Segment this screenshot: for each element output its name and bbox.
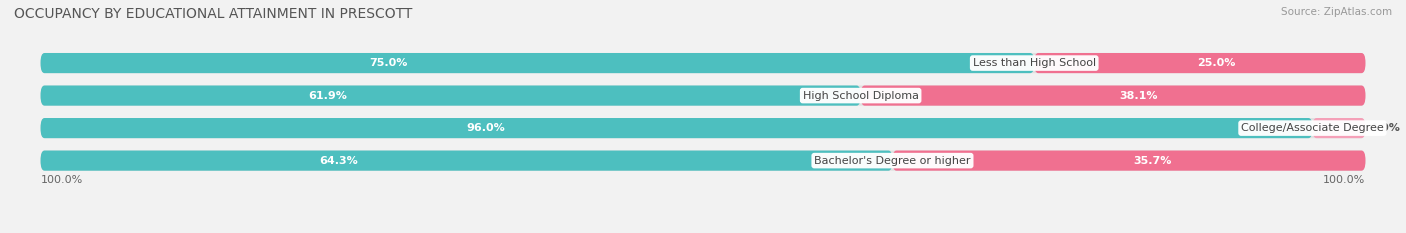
FancyBboxPatch shape	[893, 151, 1365, 171]
Text: 25.0%: 25.0%	[1197, 58, 1236, 68]
FancyBboxPatch shape	[41, 53, 1035, 73]
FancyBboxPatch shape	[41, 86, 1365, 106]
Text: College/Associate Degree: College/Associate Degree	[1241, 123, 1384, 133]
FancyBboxPatch shape	[41, 53, 1365, 73]
FancyBboxPatch shape	[1312, 118, 1365, 138]
Text: 75.0%: 75.0%	[370, 58, 408, 68]
Text: Source: ZipAtlas.com: Source: ZipAtlas.com	[1281, 7, 1392, 17]
FancyBboxPatch shape	[41, 118, 1312, 138]
Text: High School Diploma: High School Diploma	[803, 91, 918, 101]
Text: 100.0%: 100.0%	[1323, 175, 1365, 185]
Text: 38.1%: 38.1%	[1119, 91, 1157, 101]
Text: 64.3%: 64.3%	[319, 156, 359, 166]
Text: OCCUPANCY BY EDUCATIONAL ATTAINMENT IN PRESCOTT: OCCUPANCY BY EDUCATIONAL ATTAINMENT IN P…	[14, 7, 412, 21]
Text: 96.0%: 96.0%	[467, 123, 505, 133]
Text: 100.0%: 100.0%	[41, 175, 83, 185]
FancyBboxPatch shape	[41, 151, 893, 171]
Text: Bachelor's Degree or higher: Bachelor's Degree or higher	[814, 156, 970, 166]
FancyBboxPatch shape	[1035, 53, 1365, 73]
Text: 4.0%: 4.0%	[1369, 123, 1400, 133]
Text: 61.9%: 61.9%	[308, 91, 347, 101]
FancyBboxPatch shape	[41, 118, 1365, 138]
Text: Less than High School: Less than High School	[973, 58, 1095, 68]
FancyBboxPatch shape	[41, 86, 860, 106]
FancyBboxPatch shape	[860, 86, 1365, 106]
FancyBboxPatch shape	[41, 151, 1365, 171]
Text: 35.7%: 35.7%	[1133, 156, 1171, 166]
